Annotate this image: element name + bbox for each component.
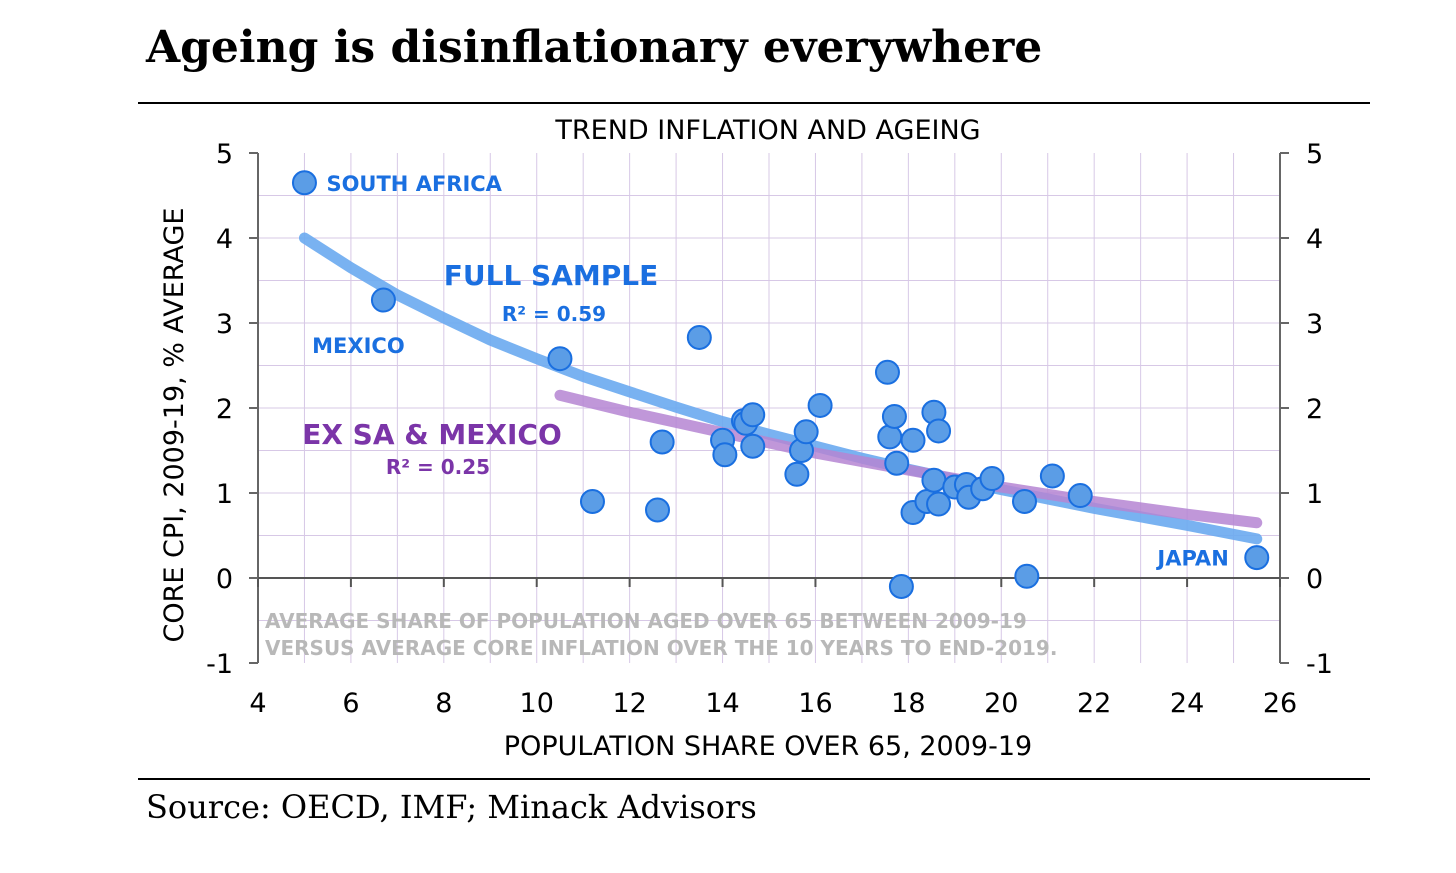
y-tick-label-right: 0 <box>1306 564 1323 595</box>
scatter-point <box>877 424 903 450</box>
y-tick-label-right: 4 <box>1306 224 1323 255</box>
scatter-point <box>900 427 926 453</box>
y-axis-label: CORE CPI, 2009-19, % AVERAGE <box>159 208 190 643</box>
trend-line-ex-sa-mexico <box>554 389 1263 529</box>
x-tick-label: 6 <box>342 688 359 719</box>
scatter-point <box>888 574 914 599</box>
scatter-point <box>793 419 819 445</box>
scatter-point <box>291 170 317 196</box>
y-tick-label-left: 0 <box>216 564 233 595</box>
x-tick-label: 4 <box>249 688 266 719</box>
scatter-point <box>740 402 766 428</box>
scatter-point <box>1244 545 1270 571</box>
scatter-points <box>291 170 1270 599</box>
scatter-point <box>1014 563 1040 589</box>
scatter-point <box>579 489 605 514</box>
scatter-point <box>645 497 671 523</box>
x-tick-label: 26 <box>1263 688 1297 719</box>
x-tick-label: 20 <box>984 688 1018 719</box>
top-rule <box>138 102 1370 104</box>
y-tick-label-right: 1 <box>1306 479 1323 510</box>
scatter-point <box>784 461 810 487</box>
x-tick-label: 8 <box>435 688 452 719</box>
source-note: Source: OECD, IMF; Minack Advisors <box>146 788 757 826</box>
x-tick-label: 16 <box>798 688 832 719</box>
scatter-point <box>926 418 952 444</box>
scatter-point <box>712 442 738 468</box>
scatter-point <box>686 324 712 350</box>
scatter-point <box>979 466 1005 492</box>
x-axis-label: POPULATION SHARE OVER 65, 2009-19 <box>504 731 1032 762</box>
series-label: FULL SAMPLE <box>444 259 658 292</box>
y-tick-label-left: 5 <box>216 139 233 170</box>
note-line: VERSUS AVERAGE CORE INFLATION OVER THE 1… <box>265 636 1057 660</box>
scatter-point <box>370 287 396 313</box>
series-r2-label: R² = 0.25 <box>386 455 490 479</box>
x-tick-label: 12 <box>612 688 646 719</box>
page-headline: Ageing is disinflationary everywhere <box>146 22 1043 73</box>
x-tick-label: 14 <box>705 688 739 719</box>
tick-labels: 4 6 8 10 12 14 16 18 20 22 24 26-1 -10 01 12 23 34 45 5 <box>206 139 1333 719</box>
y-tick-label-right: -1 <box>1306 649 1333 680</box>
x-tick-label: 24 <box>1170 688 1204 719</box>
y-tick-label-right: 3 <box>1306 309 1323 340</box>
scatter-point <box>547 346 573 372</box>
note-line: AVERAGE SHARE OF POPULATION AGED OVER 65… <box>265 609 1027 633</box>
y-tick-label-left: 4 <box>216 224 233 255</box>
scatter-point <box>1012 489 1037 514</box>
scatter-point <box>921 467 947 493</box>
axes <box>249 152 1289 664</box>
chart-title: TREND INFLATION AND AGEING <box>554 115 980 146</box>
scatter-point <box>649 429 675 455</box>
y-tick-label-right: 2 <box>1306 394 1323 425</box>
scatter-point <box>884 450 910 476</box>
y-tick-label-left: 3 <box>216 309 233 340</box>
scatter-point <box>1039 463 1065 489</box>
x-tick-label: 18 <box>891 688 925 719</box>
series-r2-label: R² = 0.59 <box>502 302 606 326</box>
scatter-point <box>874 359 900 385</box>
point-label: SOUTH AFRICA <box>326 172 502 196</box>
chart-note: AVERAGE SHARE OF POPULATION AGED OVER 65… <box>265 609 1057 660</box>
y-tick-label-left: -1 <box>206 649 233 680</box>
scatter-point <box>881 404 907 429</box>
scatter-point <box>926 491 952 517</box>
y-tick-label-left: 1 <box>216 479 233 510</box>
scatter-point <box>740 433 766 459</box>
point-label: JAPAN <box>1155 547 1228 571</box>
scatter-point <box>1067 483 1093 509</box>
annotations: SOUTH AFRICA MEXICO JAPAN FULL SAMPLE R² = 0… <box>302 172 1229 571</box>
x-tick-label: 22 <box>1077 688 1111 719</box>
point-label: MEXICO <box>312 334 405 358</box>
series-label: EX SA & MEXICO <box>302 418 562 451</box>
bottom-rule <box>138 778 1370 780</box>
y-tick-label-left: 2 <box>216 394 233 425</box>
x-tick-label: 10 <box>520 688 554 719</box>
scatter-point <box>807 392 833 418</box>
y-tick-label-right: 5 <box>1306 139 1323 170</box>
